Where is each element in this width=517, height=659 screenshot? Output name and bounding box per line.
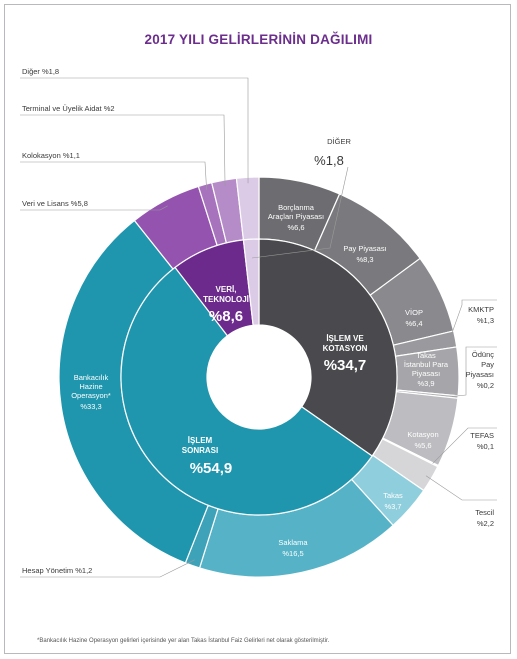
right-label-kmktp: KMKTP <box>468 305 494 314</box>
left-label-hesap: Hesap Yönetim %1,2 <box>22 566 92 575</box>
right-value-odunc: %0,2 <box>477 381 494 390</box>
right-label-tescil: Tescil <box>475 508 494 517</box>
leader-diger-head <box>251 166 349 259</box>
label-takas-ist-line1: Takas <box>416 351 436 360</box>
footnote: *Bankacılık Hazine Operasyon gelirleri i… <box>37 638 330 644</box>
label-diger-head: DİĞER <box>327 137 351 146</box>
left-label-kolokasyon: Kolokasyon %1,1 <box>22 151 80 160</box>
value-takas-ist: %3,9 <box>417 379 434 388</box>
label-borclanma-line2: Araçları Piyasası <box>268 212 324 221</box>
chart-frame <box>4 4 511 654</box>
leader-veri-lisans <box>20 205 168 211</box>
value-bho: %33,3 <box>80 402 101 411</box>
label-pay: Pay Piyasası <box>343 244 386 253</box>
leader-tefas <box>432 427 497 464</box>
right-value-tescil: %2,2 <box>477 519 494 528</box>
value-saklama: %16,5 <box>282 549 303 558</box>
donut-hole <box>208 326 310 428</box>
leader-kolokasyon <box>20 161 207 191</box>
inner-label-sonrasi-line1: İŞLEM <box>188 436 213 445</box>
left-label-veri-lisans: Veri ve Lisans %5,8 <box>22 199 88 208</box>
inner-label-veri-line1: VERİ, <box>216 285 237 294</box>
inner-label-islem-line1: İŞLEM VE <box>326 334 364 343</box>
leader-odunc <box>451 346 497 397</box>
value-borclanma: %6,6 <box>287 223 304 232</box>
leader-hesap <box>20 559 195 578</box>
value-pay: %8,3 <box>356 255 373 264</box>
inner-slice-i-lem-ve-kotasyon <box>258 238 398 457</box>
chart-title: 2017 YILI GELİRLERİNİN DAĞILIMI <box>144 32 373 47</box>
inner-label-sonrasi-line2: SONRASI <box>182 446 218 455</box>
inner-slice-i-lem-sonrasi <box>120 266 373 516</box>
label-bho-line3: Operasyon* <box>71 391 111 400</box>
inner-slice-di-er <box>242 238 260 326</box>
left-label-terminal: Terminal ve Üyelik Aidat %2 <box>22 104 115 113</box>
inner-label-veri-line2: TEKNOLOJİ <box>203 295 249 304</box>
leader-tescil <box>425 475 497 501</box>
label-borclanma-line1: Borçlanma <box>278 203 315 212</box>
label-viop: VİOP <box>405 308 423 317</box>
value-kotasyon: %5,6 <box>414 441 431 450</box>
label-takas-ist-line3: Piyasası <box>412 369 440 378</box>
value-viop: %6,4 <box>405 319 422 328</box>
leader-terminal <box>20 114 226 186</box>
value-diger-head: %1,8 <box>314 153 344 168</box>
leader-kmktp <box>449 299 497 341</box>
leader-diger <box>20 77 249 184</box>
inner-value-islem: %34,7 <box>324 357 367 374</box>
value-takas: %3,7 <box>384 502 401 511</box>
left-label-diger: Diğer %1,8 <box>22 67 59 76</box>
right-value-tefas: %0,1 <box>477 442 494 451</box>
label-saklama: Saklama <box>278 538 308 547</box>
label-takas: Takas <box>383 491 403 500</box>
inner-value-sonrasi: %54,9 <box>190 460 233 477</box>
right-value-kmktp: %1,3 <box>477 316 494 325</box>
right-label-odunc-line2: Pay <box>481 360 494 369</box>
inner-label-islem-line2: KOTASYON <box>323 344 368 353</box>
label-takas-ist-line2: İstanbul Para <box>404 360 449 369</box>
inner-value-veri: %8,6 <box>209 308 243 325</box>
label-bho-line2: Hazine <box>79 382 102 391</box>
label-bho-line1: Bankacılık <box>74 373 109 382</box>
label-kotasyon: Kotasyon <box>407 430 438 439</box>
right-label-odunc-line3: Piyasası <box>466 370 494 379</box>
right-label-odunc-line1: Ödünç <box>472 350 494 359</box>
right-label-tefas: TEFAS <box>470 431 494 440</box>
